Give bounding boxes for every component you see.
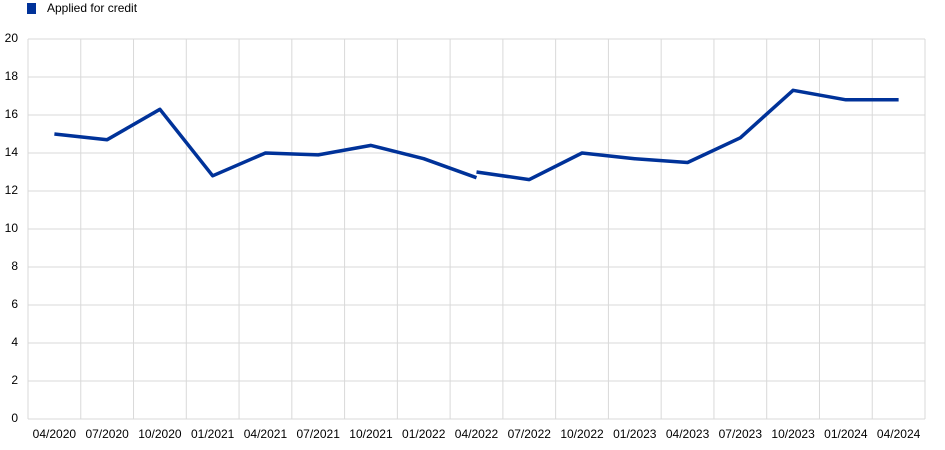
x-tick-label: 10/2021	[349, 427, 393, 441]
line-series	[54, 107, 478, 180]
x-tick-label: 04/2021	[244, 427, 288, 441]
y-tick-label: 10	[5, 221, 19, 235]
x-tick-label: 07/2023	[719, 427, 763, 441]
y-tick-label: 4	[11, 335, 18, 349]
x-tick-label: 07/2020	[85, 427, 129, 441]
y-tick-label: 18	[5, 69, 19, 83]
x-tick-label: 04/2023	[666, 427, 710, 441]
y-tick-label: 14	[5, 145, 19, 159]
x-tick-label: 07/2021	[297, 427, 341, 441]
y-tick-label: 20	[5, 31, 19, 45]
x-tick-label: 01/2022	[402, 427, 446, 441]
x-tick-label: 04/2022	[455, 427, 499, 441]
x-tick-label: 10/2022	[560, 427, 604, 441]
legend-swatch	[27, 3, 36, 14]
y-tick-label: 2	[11, 373, 18, 387]
x-tick-label: 10/2023	[771, 427, 815, 441]
x-tick-label: 04/2020	[33, 427, 77, 441]
y-tick-label: 6	[11, 297, 18, 311]
legend-label: Applied for credit	[47, 1, 138, 15]
x-tick-label: 01/2024	[824, 427, 868, 441]
x-tick-label: 07/2022	[508, 427, 552, 441]
x-tick-label: 01/2021	[191, 427, 235, 441]
line-series	[476, 88, 899, 182]
y-tick-label: 0	[11, 411, 18, 425]
y-tick-label: 16	[5, 107, 19, 121]
y-tick-label: 12	[5, 183, 19, 197]
x-tick-label: 01/2023	[613, 427, 657, 441]
y-tick-label: 8	[11, 259, 18, 273]
x-tick-label: 04/2024	[877, 427, 921, 441]
x-tick-label: 10/2020	[138, 427, 182, 441]
